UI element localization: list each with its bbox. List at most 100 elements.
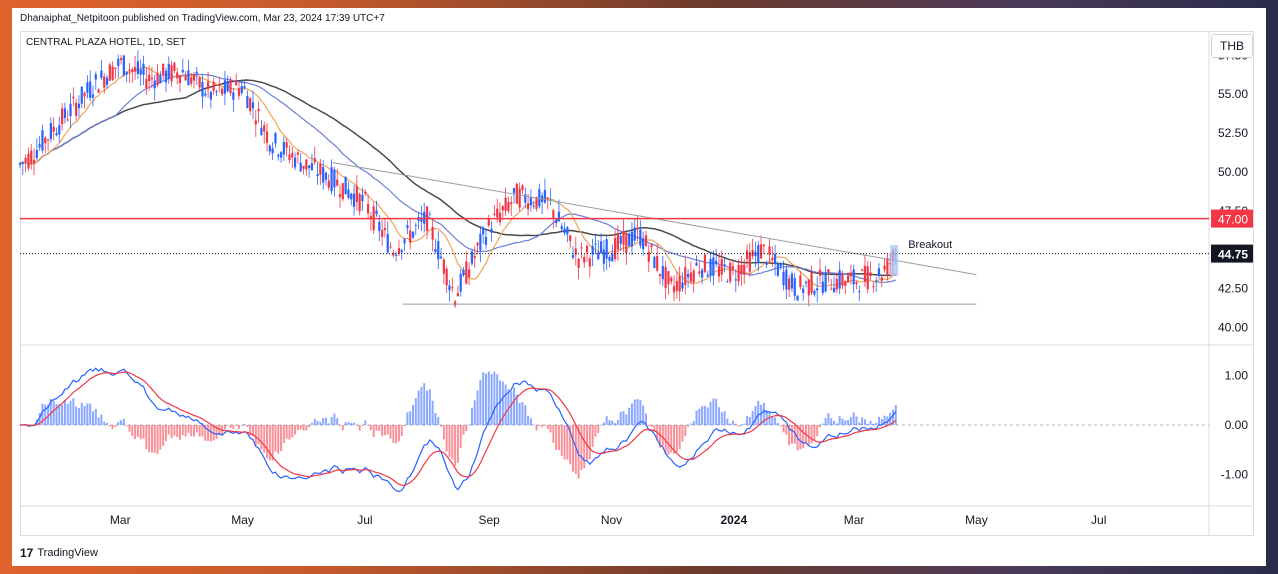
candle-body bbox=[122, 55, 125, 76]
candle-body bbox=[518, 188, 521, 208]
macd-histogram-bar bbox=[776, 422, 779, 425]
candle-body bbox=[223, 80, 227, 94]
candle-body bbox=[701, 269, 704, 278]
macd-histogram-bar bbox=[257, 425, 260, 445]
candle-body bbox=[566, 227, 569, 235]
macd-histogram-bar bbox=[821, 423, 824, 425]
macd-histogram-bar bbox=[746, 415, 749, 425]
macd-histogram-bar bbox=[493, 371, 496, 425]
candle-body bbox=[818, 269, 822, 276]
macd-histogram-bar bbox=[490, 374, 493, 425]
macd-histogram-bar bbox=[782, 425, 785, 433]
candle-body bbox=[386, 233, 389, 253]
candle-body bbox=[684, 267, 687, 285]
ma-medium-line bbox=[19, 73, 897, 283]
candle-body bbox=[355, 186, 358, 203]
candle-body bbox=[75, 102, 78, 117]
candle-body bbox=[341, 183, 344, 200]
macd-histogram-bar bbox=[560, 425, 563, 456]
tradingview-footer[interactable]: 17 TradingView bbox=[20, 546, 98, 560]
macd-histogram-bar bbox=[768, 412, 771, 425]
candle-body bbox=[546, 197, 549, 199]
macd-histogram-bar bbox=[555, 425, 558, 451]
candle-body bbox=[108, 64, 111, 81]
candle-body bbox=[524, 194, 527, 203]
candle-body bbox=[324, 172, 328, 180]
candle-body bbox=[80, 86, 83, 104]
macd-histogram-bar bbox=[201, 425, 204, 437]
macd-histogram-bar bbox=[52, 400, 55, 425]
x-tick-label: Mar bbox=[844, 513, 865, 527]
y-tick-label: 55.00 bbox=[1218, 87, 1248, 101]
macd-histogram-bar bbox=[720, 412, 723, 425]
macd-histogram-bar bbox=[204, 425, 207, 441]
macd-histogram-bar bbox=[866, 423, 869, 425]
candle-body bbox=[656, 256, 659, 271]
macd-histogram-bar bbox=[445, 425, 448, 452]
macd-histogram-bar bbox=[263, 425, 266, 453]
candle-body bbox=[748, 252, 751, 272]
macd-histogram-bar bbox=[414, 398, 417, 425]
candle-body bbox=[397, 248, 401, 255]
macd-histogram-bar bbox=[588, 425, 591, 460]
candle-body bbox=[271, 148, 274, 154]
macd-histogram-bar bbox=[420, 386, 423, 425]
candle-body bbox=[482, 228, 485, 235]
macd-histogram-bar bbox=[863, 419, 866, 425]
macd-histogram-bar bbox=[830, 418, 833, 425]
candle-body bbox=[743, 264, 746, 275]
macd-histogram-bar bbox=[426, 390, 429, 425]
macd-histogram-bar bbox=[170, 425, 173, 439]
candle-body bbox=[428, 214, 431, 216]
candle-body bbox=[672, 286, 676, 293]
candle-body bbox=[32, 159, 36, 164]
candle-body bbox=[30, 150, 33, 164]
macd-y-tick-label: -1.00 bbox=[1221, 467, 1249, 481]
candle-body bbox=[810, 272, 813, 293]
candle-body bbox=[232, 92, 235, 100]
macd-histogram-bar bbox=[622, 410, 625, 425]
macd-histogram-bar bbox=[319, 421, 322, 425]
candle-body bbox=[190, 77, 193, 84]
macd-histogram-bar bbox=[198, 425, 201, 437]
candle-body bbox=[858, 291, 861, 293]
candle-body bbox=[395, 255, 398, 257]
macd-histogram-bar bbox=[790, 425, 793, 444]
candle-body bbox=[484, 236, 488, 245]
candle-body bbox=[187, 70, 190, 86]
macd-histogram-bar bbox=[802, 425, 805, 449]
candle-body bbox=[636, 227, 639, 230]
candle-body bbox=[804, 281, 808, 284]
macd-histogram-bar bbox=[577, 425, 580, 479]
candle-body bbox=[577, 258, 580, 268]
macd-histogram-bar bbox=[131, 425, 134, 437]
candle-body bbox=[153, 80, 156, 89]
macd-histogram-bar bbox=[268, 425, 271, 461]
candle-body bbox=[602, 249, 605, 264]
macd-histogram-bar bbox=[858, 422, 861, 425]
candle-body bbox=[653, 256, 656, 268]
candle-body bbox=[599, 241, 603, 254]
candle-body bbox=[148, 74, 151, 82]
macd-histogram-bar bbox=[159, 425, 162, 450]
candle-body bbox=[588, 258, 591, 267]
candle-body bbox=[206, 81, 210, 90]
x-tick-label: Jul bbox=[357, 513, 372, 527]
macd-histogram-bar bbox=[740, 424, 743, 426]
macd-histogram-bar bbox=[327, 423, 330, 425]
macd-histogram-bar bbox=[103, 421, 106, 425]
currency-button[interactable]: THB bbox=[1211, 34, 1253, 58]
candle-body bbox=[832, 287, 836, 293]
price-chart[interactable]: CENTRAL PLAZA HOTEL, 1D, SET57.5055.0052… bbox=[12, 8, 1266, 566]
macd-histogram-bar bbox=[880, 419, 883, 425]
macd-histogram-bar bbox=[521, 402, 524, 425]
macd-histogram-bar bbox=[482, 372, 485, 425]
candle-body bbox=[83, 92, 86, 97]
macd-histogram-bar bbox=[237, 425, 240, 429]
candle-body bbox=[625, 232, 628, 254]
candle-body bbox=[827, 269, 830, 272]
candle-body bbox=[880, 277, 883, 281]
candle-body bbox=[816, 288, 819, 291]
publisher-line: Dhanaiphat_Netpitoon published on Tradin… bbox=[20, 13, 385, 24]
macd-histogram-bar bbox=[190, 425, 193, 437]
